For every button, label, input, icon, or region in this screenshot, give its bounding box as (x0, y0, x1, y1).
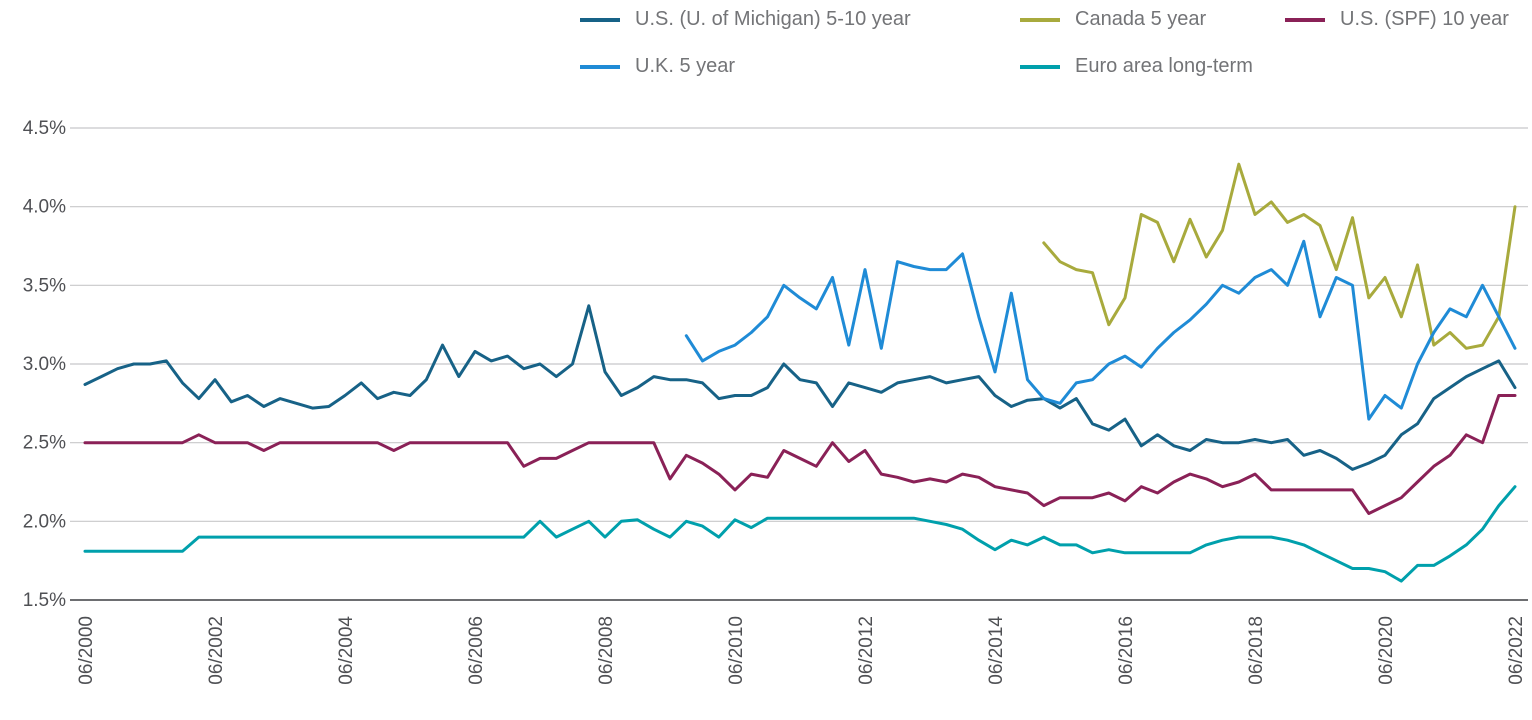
legend-swatch-us-michigan (580, 17, 620, 22)
legend-label-us-michigan: U.S. (U. of Michigan) 5-10 year (635, 8, 911, 30)
legend-label-euro-area: Euro area long-term (1075, 55, 1253, 77)
legend-swatch-us-spf (1285, 17, 1325, 22)
legend-label-uk: U.K. 5 year (635, 55, 736, 77)
y-tick-label-4.0%: 4.0% (23, 197, 66, 218)
chart-legend: U.S. (U. of Michigan) 5-10 year Canada 5… (580, 8, 1532, 78)
legend-swatch-uk (580, 64, 620, 69)
x-tick-label-06/2014: 06/2014 (986, 616, 1007, 685)
legend-item-us-michigan: U.S. (U. of Michigan) 5-10 year (580, 8, 1020, 31)
series-line-us-spf-10y (83, 394, 1517, 515)
series-line-us-michigan-5-10y (83, 304, 1517, 471)
x-tick-label-06/2010: 06/2010 (726, 616, 747, 685)
x-tick-label-06/2018: 06/2018 (1246, 616, 1267, 685)
x-tick-label-06/2020: 06/2020 (1376, 616, 1397, 685)
series-line-canada-5y (1042, 162, 1517, 350)
y-tick-label-3.0%: 3.0% (23, 354, 66, 375)
x-tick-label-06/2008: 06/2008 (596, 616, 617, 685)
legend-swatch-euro-area (1020, 64, 1060, 69)
series-line-euro-area-long-term (83, 485, 1517, 583)
x-tick-label-06/2000: 06/2000 (76, 616, 97, 685)
legend-label-canada: Canada 5 year (1075, 8, 1207, 30)
legend-swatch-canada (1020, 17, 1060, 22)
x-tick-label-06/2012: 06/2012 (856, 616, 877, 685)
legend-item-uk: U.K. 5 year (580, 55, 1020, 78)
y-tick-label-4.5%: 4.5% (23, 118, 66, 139)
legend-label-us-spf: U.S. (SPF) 10 year (1340, 8, 1509, 30)
x-tick-label-06/2022: 06/2022 (1506, 616, 1527, 685)
series-line-uk-5y (684, 239, 1517, 421)
y-tick-label-2.0%: 2.0% (23, 511, 66, 532)
y-tick-label-2.5%: 2.5% (23, 433, 66, 454)
legend-item-canada: Canada 5 year (1020, 8, 1285, 31)
x-tick-label-06/2004: 06/2004 (336, 616, 357, 685)
x-tick-label-06/2002: 06/2002 (206, 616, 227, 685)
y-tick-label-1.5%: 1.5% (23, 590, 66, 611)
legend-item-us-spf: U.S. (SPF) 10 year (1285, 8, 1532, 31)
x-tick-label-06/2016: 06/2016 (1116, 616, 1137, 685)
legend-item-euro-area: Euro area long-term (1020, 55, 1285, 78)
y-tick-label-3.5%: 3.5% (23, 275, 66, 296)
x-tick-label-06/2006: 06/2006 (466, 616, 487, 685)
